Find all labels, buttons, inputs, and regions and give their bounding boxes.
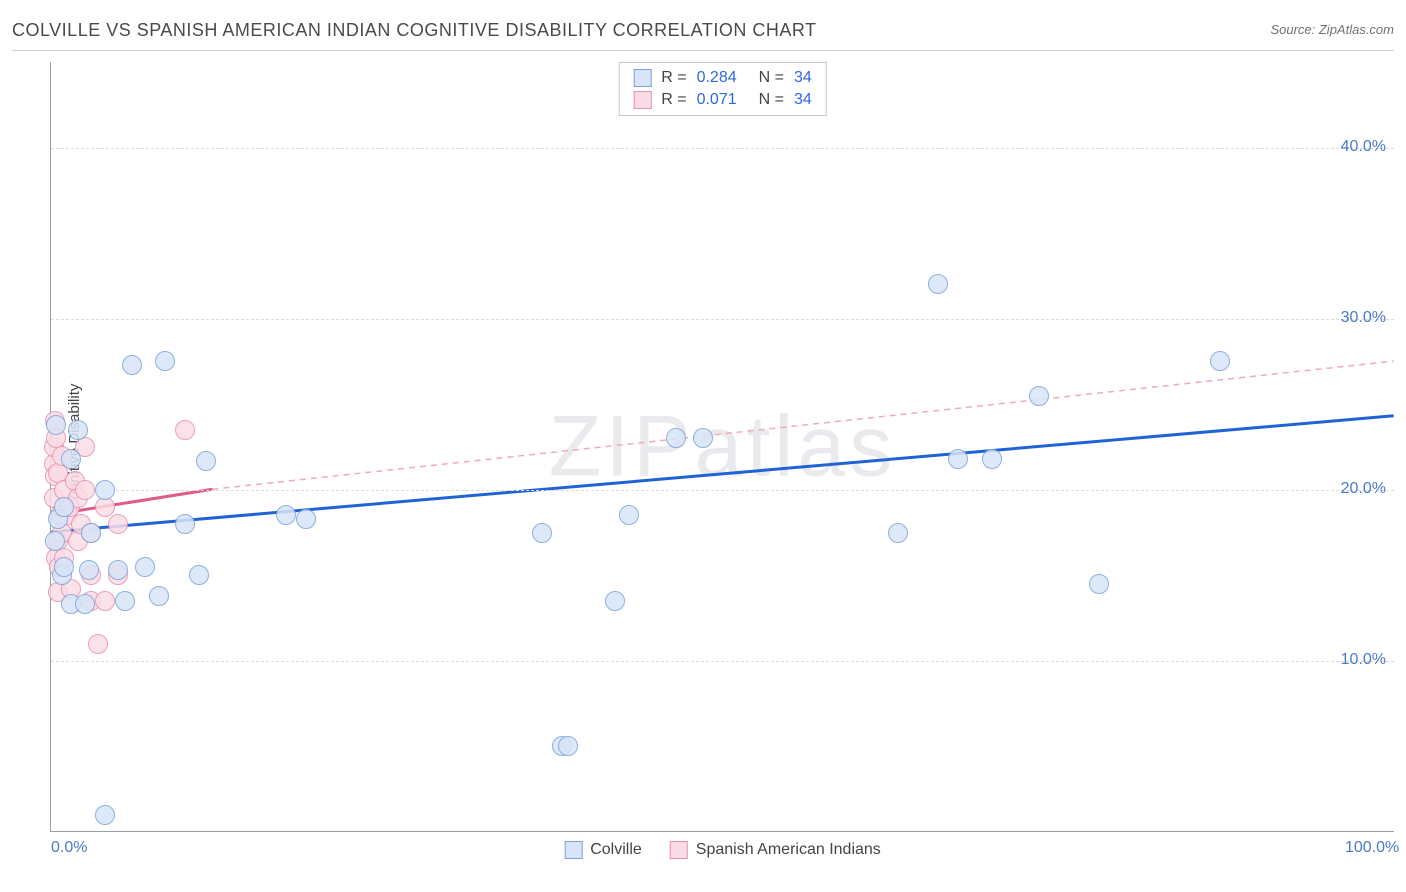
r-label: R = xyxy=(661,91,686,109)
legend-item-a: Colville xyxy=(564,841,642,859)
trend-line xyxy=(51,416,1393,532)
n-value-a: 34 xyxy=(794,69,812,87)
data-point xyxy=(155,351,175,371)
r-value-b: 0.071 xyxy=(697,91,737,109)
data-point xyxy=(61,449,81,469)
gridline xyxy=(51,148,1394,149)
legend-stats-box: R = 0.284 N = 34 R = 0.071 N = 34 xyxy=(618,62,827,116)
chart-title: COLVILLE VS SPANISH AMERICAN INDIAN COGN… xyxy=(12,20,817,40)
data-point xyxy=(196,451,216,471)
trend-line xyxy=(212,361,1393,489)
x-tick-label: 0.0% xyxy=(51,839,87,857)
plot-area: ZIPatlas Cognitive Disability R = 0.284 … xyxy=(50,62,1394,832)
n-value-b: 34 xyxy=(794,91,812,109)
legend-swatch-a xyxy=(564,841,582,859)
source-label: Source: ZipAtlas.com xyxy=(1270,22,1394,37)
gridline xyxy=(51,319,1394,320)
data-point xyxy=(108,514,128,534)
source-value: ZipAtlas.com xyxy=(1319,22,1394,37)
data-point xyxy=(46,415,66,435)
data-point xyxy=(95,805,115,825)
legend-stats-row-a: R = 0.284 N = 34 xyxy=(629,67,816,89)
data-point xyxy=(888,523,908,543)
legend-stats-row-b: R = 0.071 N = 34 xyxy=(629,89,816,111)
legend-swatch-b xyxy=(670,841,688,859)
data-point xyxy=(108,560,128,580)
data-point xyxy=(75,480,95,500)
data-point xyxy=(189,565,209,585)
legend-swatch-b xyxy=(633,91,651,109)
data-point xyxy=(115,591,135,611)
data-point xyxy=(122,355,142,375)
data-point xyxy=(532,523,552,543)
data-point xyxy=(558,736,578,756)
x-tick-label: 100.0% xyxy=(1345,839,1399,857)
legend-label-b: Spanish American Indians xyxy=(696,841,881,859)
data-point xyxy=(79,560,99,580)
data-point xyxy=(1029,386,1049,406)
legend-label-a: Colville xyxy=(590,841,642,859)
r-value-a: 0.284 xyxy=(697,69,737,87)
data-point xyxy=(1089,574,1109,594)
data-point xyxy=(296,509,316,529)
legend-bottom: Colville Spanish American Indians xyxy=(564,841,881,859)
y-tick-label: 40.0% xyxy=(1341,138,1386,156)
data-point xyxy=(619,505,639,525)
data-point xyxy=(75,594,95,614)
data-point xyxy=(54,557,74,577)
y-tick-label: 20.0% xyxy=(1341,480,1386,498)
source-prefix: Source: xyxy=(1270,22,1318,37)
data-point xyxy=(81,523,101,543)
data-point xyxy=(175,420,195,440)
title-bar: COLVILLE VS SPANISH AMERICAN INDIAN COGN… xyxy=(12,20,1394,51)
data-point xyxy=(982,449,1002,469)
data-point xyxy=(666,428,686,448)
data-point xyxy=(95,480,115,500)
y-tick-label: 30.0% xyxy=(1341,309,1386,327)
data-point xyxy=(1210,351,1230,371)
legend-swatch-a xyxy=(633,69,651,87)
chart-container: COLVILLE VS SPANISH AMERICAN INDIAN COGN… xyxy=(0,0,1406,892)
data-point xyxy=(175,514,195,534)
data-point xyxy=(276,505,296,525)
data-point xyxy=(68,420,88,440)
y-tick-label: 10.0% xyxy=(1341,651,1386,669)
legend-item-b: Spanish American Indians xyxy=(670,841,881,859)
r-label: R = xyxy=(661,69,686,87)
data-point xyxy=(88,634,108,654)
data-point xyxy=(54,497,74,517)
data-point xyxy=(45,531,65,551)
n-label: N = xyxy=(759,91,784,109)
data-point xyxy=(95,497,115,517)
gridline xyxy=(51,490,1394,491)
data-point xyxy=(693,428,713,448)
trend-lines-svg xyxy=(51,62,1394,831)
data-point xyxy=(149,586,169,606)
data-point xyxy=(605,591,625,611)
data-point xyxy=(95,591,115,611)
data-point xyxy=(948,449,968,469)
gridline xyxy=(51,661,1394,662)
data-point xyxy=(135,557,155,577)
data-point xyxy=(928,274,948,294)
n-label: N = xyxy=(759,69,784,87)
